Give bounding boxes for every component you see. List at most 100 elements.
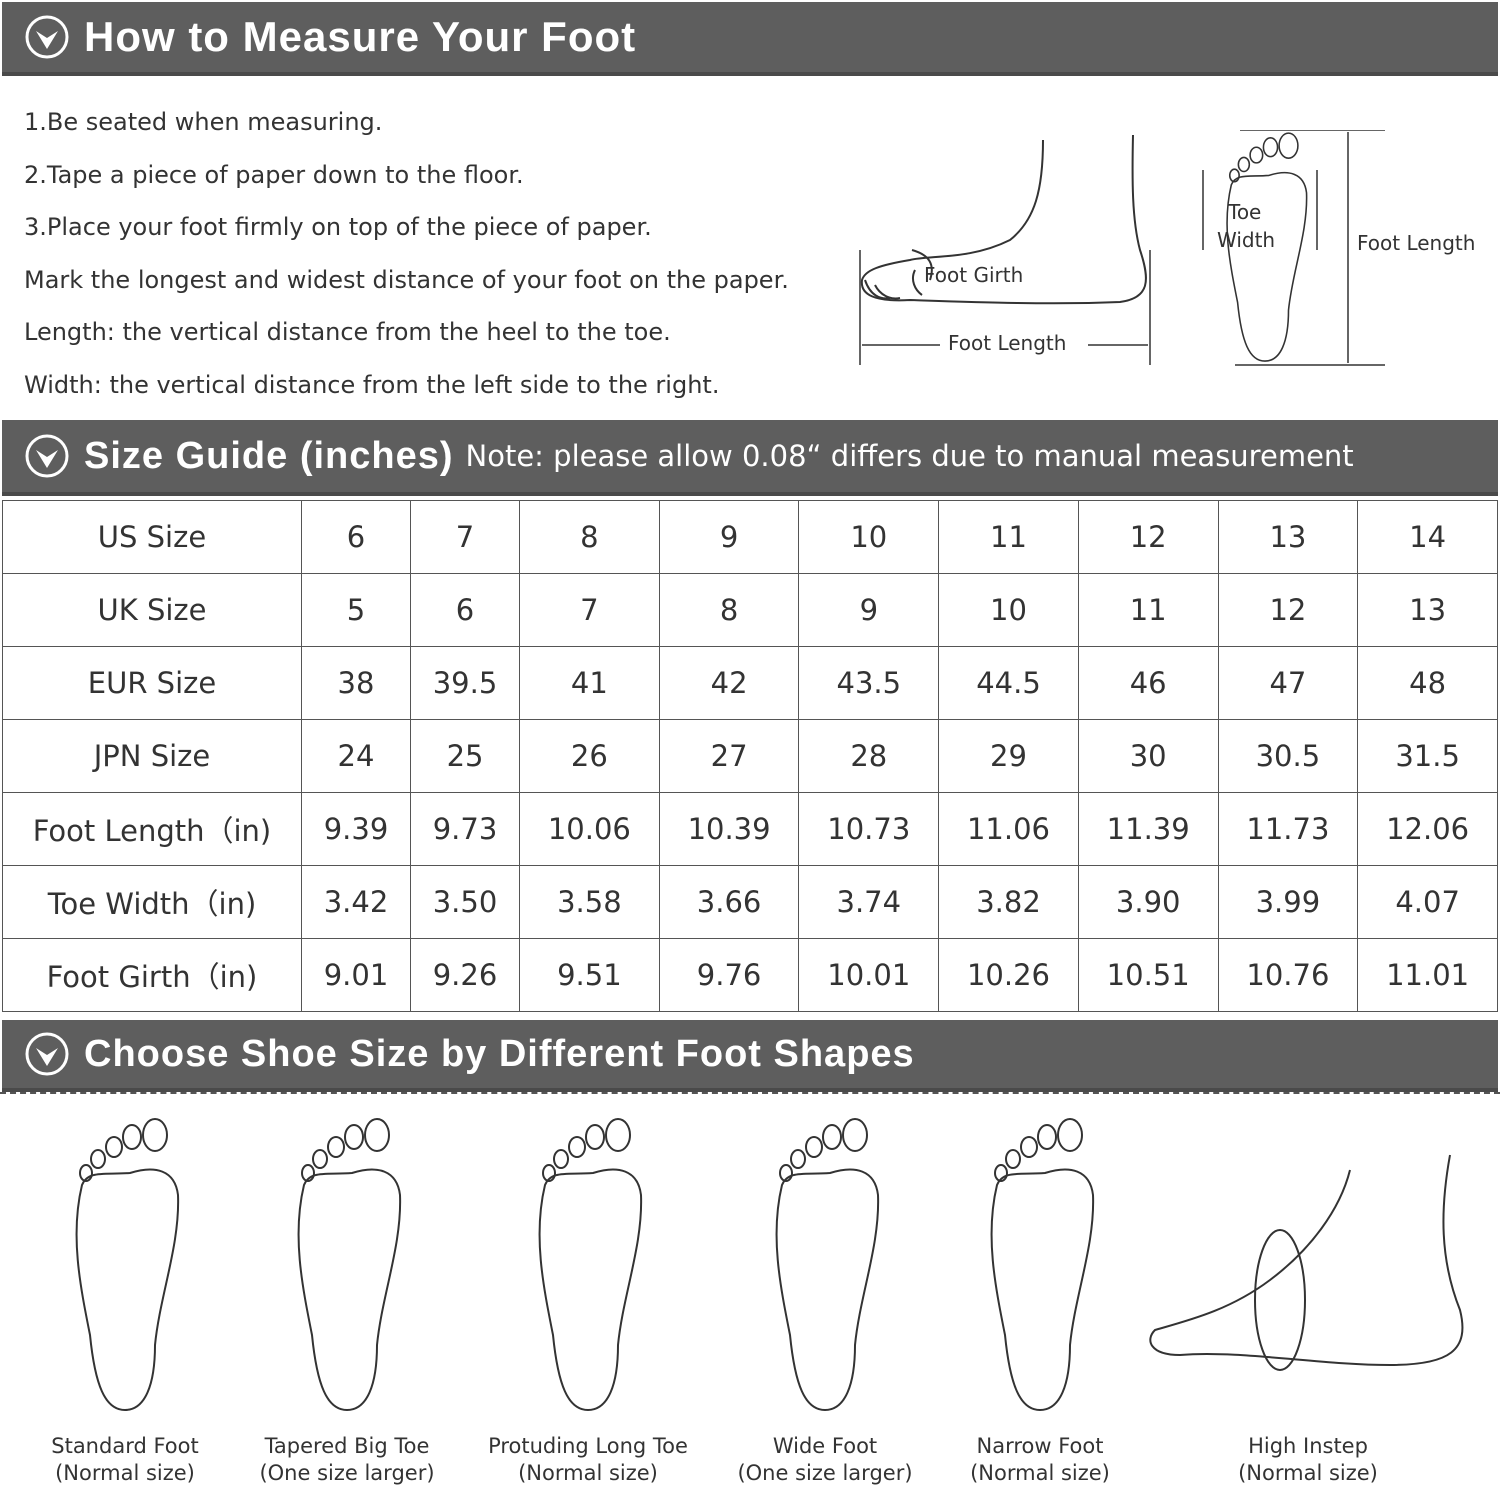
foot-shape-caption: Protuding Long Toe (Normal size) xyxy=(478,1433,698,1487)
foot-shape-fit: (Normal size) xyxy=(55,1461,195,1485)
high-instep-illustration xyxy=(1149,1154,1464,1371)
table-cell: 43.5 xyxy=(798,646,940,720)
table-row: Foot Girth（in) 9.01 9.26 9.51 9.76 10.01 10.26… xyxy=(2,938,1498,1012)
foot-shape-name: High Instep xyxy=(1248,1434,1368,1458)
toe-width-label: Width xyxy=(1217,228,1276,252)
section-header-size-guide: Size Guide (inches) Note: please allow 0… xyxy=(2,420,1498,496)
foot-shape-illustration xyxy=(282,1115,412,1415)
section-header-measure: How to Measure Your Foot xyxy=(2,2,1498,76)
table-cell: 10.73 xyxy=(798,792,940,866)
table-cell: 9.76 xyxy=(658,938,800,1012)
section-title: How to Measure Your Foot xyxy=(84,13,637,60)
foot-shape-caption: Standard Foot (Normal size) xyxy=(15,1433,235,1487)
row-label: Foot Length（in) xyxy=(2,792,302,866)
table-cell: 39.5 xyxy=(410,646,521,720)
table-cell: 12 xyxy=(1077,500,1219,574)
table-cell: 12.06 xyxy=(1357,792,1498,866)
foot-shape-name: Protuding Long Toe xyxy=(488,1434,688,1458)
divider xyxy=(0,1092,1500,1094)
table-cell: 31.5 xyxy=(1357,719,1498,793)
foot-shape-name: Narrow Foot xyxy=(976,1434,1104,1458)
table-cell: 11.73 xyxy=(1217,792,1359,866)
step: Width: the vertical distance from the le… xyxy=(24,370,720,399)
table-cell: 10.39 xyxy=(658,792,800,866)
table-row: EUR Size 38 39.5 41 42 43.5 44.5 46 47 48 xyxy=(2,646,1498,720)
table-cell: 3.82 xyxy=(938,865,1079,939)
table-cell: 11.01 xyxy=(1357,938,1498,1012)
table-cell: 10.51 xyxy=(1077,938,1219,1012)
table-cell: 10.26 xyxy=(938,938,1079,1012)
table-cell: 9.51 xyxy=(519,938,660,1012)
foot-length-label: Foot Length xyxy=(1357,231,1476,255)
step: 2.Tape a piece of paper down to the floo… xyxy=(24,160,524,189)
table-cell: 7 xyxy=(410,500,521,574)
table-cell: 27 xyxy=(658,719,800,793)
foot-shape-name: Tapered Big Toe xyxy=(264,1434,430,1458)
foot-length-label: Foot Length xyxy=(948,331,1067,355)
foot-shape-fit: (Normal size) xyxy=(1238,1461,1378,1485)
section-title: Choose Shoe Size by Different Foot Shape… xyxy=(84,1032,915,1075)
table-cell: 42 xyxy=(658,646,800,720)
table-cell: 26 xyxy=(519,719,660,793)
table-cell: 10.06 xyxy=(519,792,660,866)
table-cell: 9.39 xyxy=(300,792,412,866)
table-cell: 5 xyxy=(300,573,412,647)
table-cell: 41 xyxy=(519,646,660,720)
table-cell: 10.01 xyxy=(798,938,940,1012)
foot-shape-caption: Narrow Foot (Normal size) xyxy=(930,1433,1150,1487)
table-cell: 3.74 xyxy=(798,865,940,939)
table-cell: 11 xyxy=(938,500,1079,574)
foot-shape-fit: (One size larger) xyxy=(737,1461,913,1485)
top-foot-diagram xyxy=(1202,130,1385,366)
table-cell: 28 xyxy=(798,719,940,793)
step: 3.Place your foot firmly on top of the p… xyxy=(24,213,652,241)
table-cell: 24 xyxy=(300,719,412,793)
row-label: Foot Girth（in) xyxy=(2,938,302,1012)
step: Mark the longest and widest distance of … xyxy=(24,265,789,294)
foot-shape-caption: Wide Foot (One size larger) xyxy=(715,1433,935,1487)
size-table: US Size 6 7 8 9 10 11 12 13 14 UK Size 5 6 7 8 9 10 11 12 1… xyxy=(2,500,1498,1012)
table-cell: 30 xyxy=(1077,719,1219,793)
table-cell: 38 xyxy=(300,646,412,720)
table-row: UK Size 5 6 7 8 9 10 11 12 13 xyxy=(2,573,1498,647)
table-cell: 6 xyxy=(410,573,521,647)
step: 1.Be seated when measuring. xyxy=(24,108,383,136)
foot-shape-fit: (One size larger) xyxy=(259,1461,435,1485)
row-label: Toe Width（in) xyxy=(2,865,302,939)
table-cell: 11.39 xyxy=(1077,792,1219,866)
row-label: UK Size xyxy=(2,573,302,647)
table-cell: 9.26 xyxy=(410,938,521,1012)
table-cell: 46 xyxy=(1077,646,1219,720)
table-row: JPN Size 24 25 26 27 28 29 30 30.5 31.5 xyxy=(2,719,1498,793)
table-cell: 10 xyxy=(938,573,1079,647)
step: Length: the vertical distance from the h… xyxy=(24,318,671,346)
table-cell: 47 xyxy=(1217,646,1359,720)
measurement-note: Note: please allow 0.08“ differs due to … xyxy=(465,439,1354,473)
side-foot-diagram xyxy=(859,134,1151,365)
table-cell: 4.07 xyxy=(1357,865,1498,939)
foot-girth-label: Foot Girth xyxy=(924,263,1024,287)
table-cell: 7 xyxy=(519,573,660,647)
table-cell: 10 xyxy=(798,500,940,574)
table-cell: 25 xyxy=(410,719,521,793)
table-cell: 11.06 xyxy=(938,792,1079,866)
table-cell: 3.50 xyxy=(410,865,521,939)
foot-shape-illustration xyxy=(60,1115,190,1415)
chevron-down-circle-icon xyxy=(24,14,70,60)
table-cell: 12 xyxy=(1217,573,1359,647)
table-cell: 11 xyxy=(1077,573,1219,647)
section-title: Size Guide (inches) xyxy=(84,434,454,477)
table-cell: 10.76 xyxy=(1217,938,1359,1012)
foot-shape-name: Standard Foot xyxy=(51,1434,199,1458)
table-cell: 9.73 xyxy=(410,792,521,866)
foot-shape-fit: (Normal size) xyxy=(970,1461,1110,1485)
table-cell: 3.58 xyxy=(519,865,660,939)
foot-shape-caption: Tapered Big Toe (One size larger) xyxy=(237,1433,457,1487)
chevron-down-circle-icon xyxy=(24,433,70,479)
foot-shape-illustration xyxy=(760,1115,890,1415)
foot-shape-illustration xyxy=(523,1115,653,1415)
table-row: Toe Width（in) 3.42 3.50 3.58 3.66 3.74 3.82 3.9… xyxy=(2,865,1498,939)
measure-steps: 1.Be seated when measuring. 2.Tape a pie… xyxy=(24,96,789,411)
table-cell: 29 xyxy=(938,719,1079,793)
table-cell: 6 xyxy=(300,500,412,574)
